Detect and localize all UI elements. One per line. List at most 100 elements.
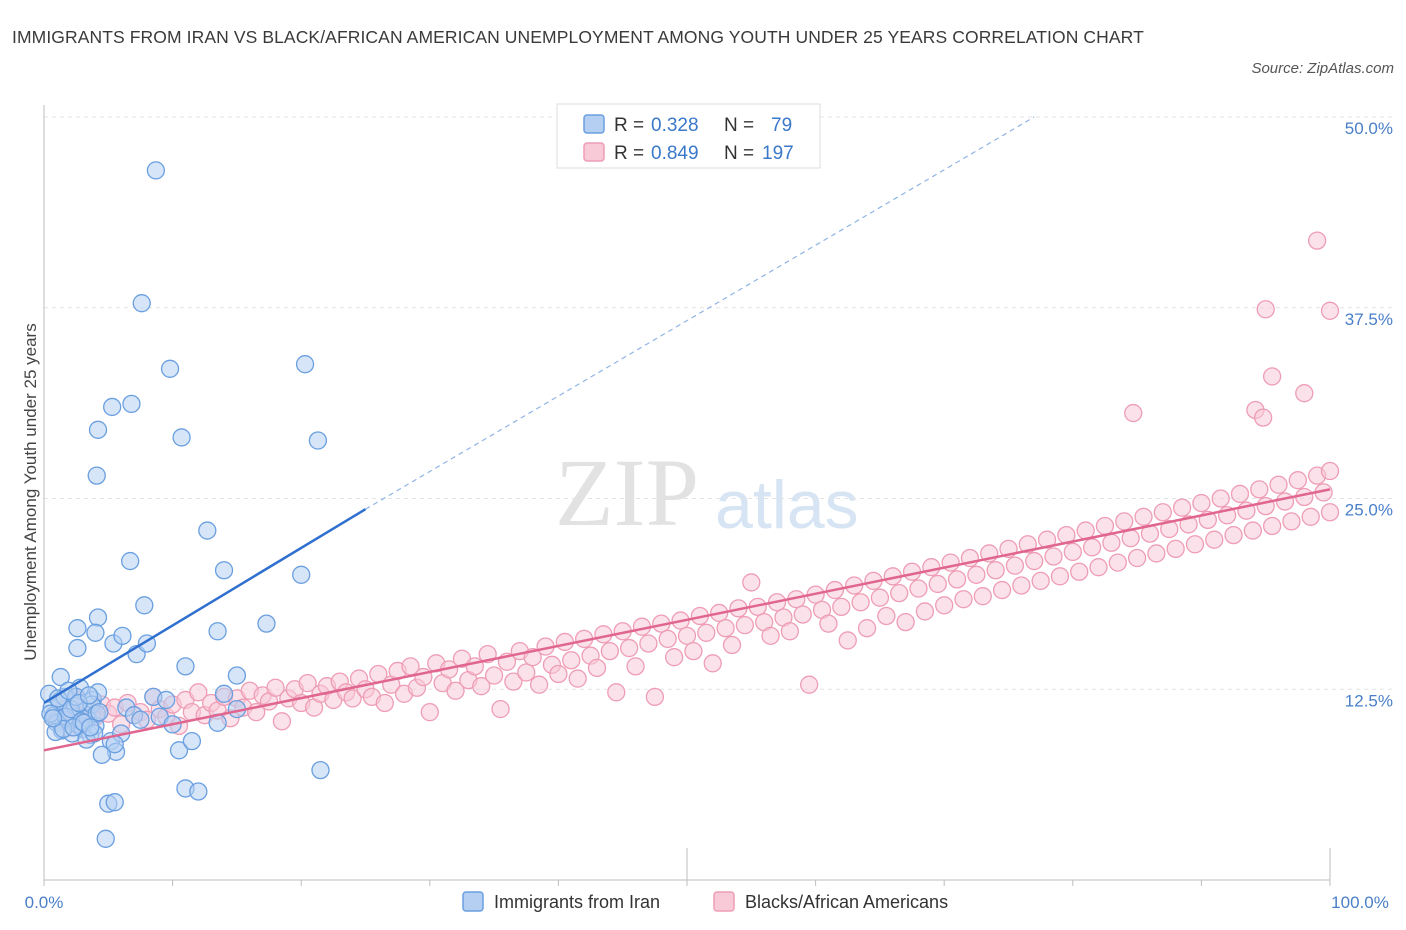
blacks-point-75 [529, 675, 549, 694]
blacks-point-146 [986, 561, 1005, 580]
y-axis-label: Unemployment Among Youth under 25 years [21, 323, 40, 660]
iran-point-79 [88, 420, 108, 439]
legend-n-label-blacks: N = [724, 143, 754, 164]
blacks-point-154 [1037, 530, 1057, 549]
blacks-point-125 [851, 593, 870, 612]
blacks-point-134 [909, 579, 928, 598]
trend-line-blacks [43, 488, 1331, 752]
blacks-point-190 [1269, 475, 1288, 494]
blacks-point-104 [716, 619, 735, 638]
blacks-point-152 [1025, 551, 1044, 571]
blacks-point-165 [1108, 553, 1127, 572]
blacks-point-136 [922, 558, 941, 577]
iran-point-39 [90, 702, 109, 722]
source-label: Source: ZipAtlas.com [1251, 60, 1394, 77]
legend-r-label-blacks: R = [614, 143, 644, 164]
blacks-point-78 [549, 664, 568, 684]
blacks-point-120 [819, 614, 838, 633]
blacks-point-98 [677, 626, 697, 645]
trend-line-iran [43, 508, 367, 705]
chart-title: IMMIGRANTS FROM IRAN VS BLACK/AFRICAN AM… [12, 27, 1144, 47]
blacks-point-207 [1124, 403, 1143, 423]
iran-point-62 [88, 608, 108, 627]
blacks-point-163 [1095, 516, 1115, 536]
blacks-point-39 [298, 673, 317, 693]
blacks-point-107 [735, 616, 755, 635]
bottom-legend-label-iran: Immigrants from Iran [494, 892, 660, 912]
blacks-point-192 [1282, 512, 1301, 531]
blacks-point-84 [587, 658, 607, 678]
iran-point-48 [157, 690, 176, 710]
blacks-point-69 [491, 699, 510, 719]
blacks-point-51 [375, 693, 394, 713]
blacks-point-114 [780, 622, 800, 641]
blacks-point-149 [1005, 556, 1025, 575]
blacks-point-129 [877, 606, 896, 626]
iran-point-76 [121, 551, 140, 571]
blacks-point-131 [890, 583, 909, 603]
iran-point-70 [176, 657, 195, 676]
blacks-point-161 [1082, 538, 1102, 557]
iran-point-73 [208, 622, 227, 641]
iran-point-74 [214, 561, 234, 580]
blacks-point-95 [658, 629, 677, 649]
iran-point-83 [308, 431, 328, 450]
iran-point-65 [86, 623, 105, 642]
iran-point-71 [227, 666, 247, 685]
blacks-point-123 [838, 631, 857, 650]
blacks-point-176 [1179, 515, 1198, 534]
bottom-legend-label-blacks: Blacks/African Americans [745, 892, 948, 912]
blacks-point-203 [1262, 367, 1282, 386]
iran-point-66 [68, 619, 87, 638]
blacks-point-135 [915, 602, 935, 621]
blacks-point-204 [1295, 384, 1314, 403]
blacks-point-155 [1044, 547, 1063, 566]
blacks-point-174 [1166, 539, 1185, 559]
legend-n-label-iran: N = [724, 115, 754, 136]
bottom-legend-swatch-iran [462, 891, 484, 912]
trend-line-iran-extension [365, 116, 1035, 510]
blacks-point-46 [343, 689, 362, 708]
gridlines [44, 116, 1395, 690]
iran-point-78 [87, 466, 106, 485]
iran-point-45 [131, 710, 150, 729]
blacks-point-122 [832, 597, 851, 616]
blacks-point-156 [1050, 567, 1070, 586]
blacks-point-35 [272, 712, 292, 731]
legend-n-value-iran: 79 [771, 115, 792, 136]
blacks-point-183 [1224, 525, 1243, 545]
blacks-point-147 [992, 580, 1012, 600]
x-tick-label-max: 100.0% [1331, 893, 1389, 912]
blacks-point-141 [954, 590, 973, 609]
iran-point-60 [214, 684, 234, 703]
legend-n-value-blacks: 197 [762, 143, 794, 164]
iran-point-75 [292, 565, 311, 584]
y-tick-label-0: 12.5% [1345, 691, 1393, 710]
legend-swatch-blacks [583, 142, 605, 162]
iran-point-53 [96, 829, 115, 848]
blacks-point-105 [722, 635, 742, 655]
blacks-point-102 [703, 654, 722, 673]
blacks-point-71 [504, 672, 523, 691]
iran-point-55 [189, 782, 208, 801]
blacks-point-178 [1192, 493, 1211, 513]
blacks-point-159 [1070, 562, 1089, 581]
legend-r-label-iran: R = [614, 115, 644, 136]
iran-point-36 [79, 686, 99, 705]
iran-point-80 [122, 394, 141, 414]
bottom-legend: Immigrants from Iran Blacks/African Amer… [462, 891, 948, 912]
blacks-point-175 [1172, 498, 1192, 517]
y-tick-labels: 12.5% 25.0% 37.5% 50.0% [1345, 119, 1393, 710]
legend-r-value-iran: 0.328 [651, 115, 699, 136]
iran-point-50 [92, 745, 112, 765]
blacks-point-191 [1275, 492, 1295, 511]
blacks-point-202 [1256, 300, 1275, 319]
blacks-point-186 [1243, 521, 1262, 540]
iran-point-67 [68, 638, 87, 658]
blacks-point-144 [973, 587, 992, 606]
blacks-point-80 [562, 651, 581, 670]
blacks-point-158 [1063, 542, 1082, 562]
watermark-atlas: atlas [715, 467, 859, 543]
blacks-point-195 [1301, 507, 1320, 526]
iran-point-72 [257, 614, 276, 633]
